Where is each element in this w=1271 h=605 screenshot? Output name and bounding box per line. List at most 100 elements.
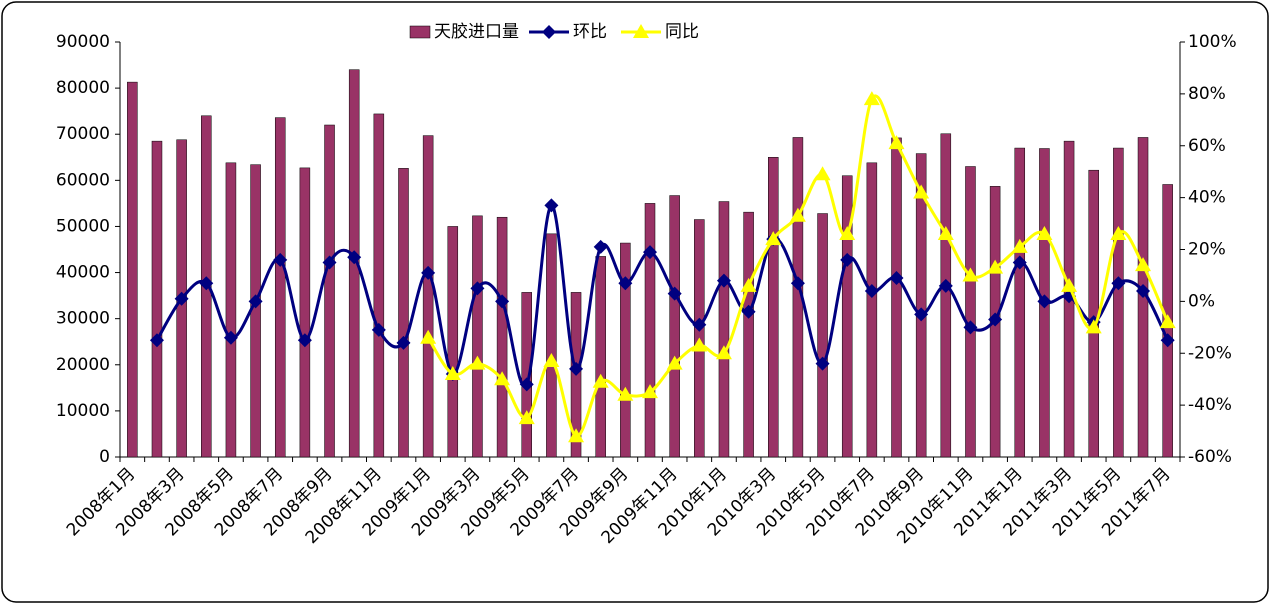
bar	[1113, 147, 1124, 458]
marker	[864, 284, 879, 298]
legend-swatch	[409, 25, 431, 39]
legend-label: 同比	[665, 22, 699, 42]
marker	[421, 265, 436, 280]
marker	[938, 278, 953, 293]
marker	[149, 333, 164, 348]
marker	[963, 320, 978, 335]
marker	[937, 225, 954, 240]
marker	[199, 276, 214, 291]
marker	[962, 267, 979, 282]
marker	[913, 184, 930, 199]
marker	[495, 294, 510, 309]
marker	[691, 337, 708, 352]
marker	[322, 255, 337, 270]
bar	[595, 256, 606, 458]
marker	[618, 276, 633, 291]
marker	[593, 239, 608, 254]
bar	[891, 137, 902, 458]
y2-tick-label: 60%	[1188, 136, 1226, 156]
bar	[274, 117, 286, 458]
marker	[815, 356, 830, 371]
marker	[396, 335, 411, 350]
y2-tick-label: 100%	[1188, 32, 1237, 52]
marker	[469, 355, 486, 370]
marker	[888, 135, 905, 150]
bar	[398, 168, 409, 458]
marker	[914, 307, 929, 322]
legend-marker	[542, 25, 556, 39]
y2-tick-label: 40%	[1188, 188, 1226, 208]
bar	[1088, 169, 1099, 458]
bar	[447, 226, 459, 458]
y-tick-label: 60000	[56, 170, 110, 190]
marker	[544, 198, 559, 213]
marker	[863, 91, 880, 106]
y-tick-label: 30000	[56, 309, 110, 329]
marker	[1012, 255, 1027, 270]
marker	[1085, 319, 1102, 334]
marker	[444, 366, 461, 380]
marker	[420, 329, 437, 344]
marker	[1110, 225, 1127, 240]
marker	[741, 304, 756, 319]
marker	[643, 245, 657, 260]
marker	[765, 231, 782, 246]
y2-tick-label: 80%	[1188, 84, 1226, 104]
bar	[620, 242, 631, 458]
bar	[324, 124, 335, 458]
bar	[422, 135, 434, 458]
marker	[617, 386, 634, 401]
y2-tick-label: -60%	[1188, 447, 1232, 467]
marker	[569, 361, 584, 376]
bar	[965, 166, 976, 458]
marker	[543, 353, 560, 368]
y-tick-label: 70000	[56, 124, 110, 144]
marker	[692, 317, 707, 332]
marker	[592, 373, 609, 388]
bar	[817, 213, 828, 458]
marker	[716, 273, 731, 288]
bar	[521, 292, 532, 458]
marker	[568, 428, 585, 443]
marker	[494, 371, 511, 386]
bar	[841, 175, 853, 458]
bar	[225, 162, 237, 458]
marker	[1135, 257, 1152, 272]
y-tick-label: 10000	[56, 401, 110, 421]
bar	[743, 211, 754, 458]
marker	[248, 294, 263, 309]
y-tick-label: 50000	[56, 216, 110, 236]
legend-label: 环比	[573, 22, 607, 42]
marker	[642, 384, 658, 399]
marker	[1011, 238, 1028, 253]
marker	[789, 207, 806, 222]
marker	[1061, 277, 1078, 292]
y-tick-label: 20000	[56, 355, 110, 375]
marker	[889, 271, 904, 286]
y2-tick-label: 20%	[1188, 240, 1226, 260]
marker	[518, 410, 535, 425]
marker	[790, 276, 805, 291]
bar	[151, 140, 163, 458]
bar	[644, 203, 656, 458]
y2-tick-label: -40%	[1188, 395, 1232, 415]
bar	[546, 233, 557, 458]
marker	[174, 291, 189, 306]
bar	[669, 195, 680, 458]
marker	[740, 277, 757, 292]
marker	[814, 166, 831, 181]
legend-marker	[633, 24, 649, 38]
marker	[273, 252, 288, 267]
marker	[1036, 225, 1053, 240]
bar	[299, 167, 311, 458]
marker	[839, 225, 856, 240]
marker	[470, 281, 485, 296]
marker	[715, 345, 732, 360]
marker	[666, 355, 683, 370]
y-tick-label: 40000	[56, 263, 110, 283]
bar	[768, 157, 779, 458]
y2-tick-label: 0%	[1188, 291, 1215, 311]
marker	[371, 322, 386, 337]
